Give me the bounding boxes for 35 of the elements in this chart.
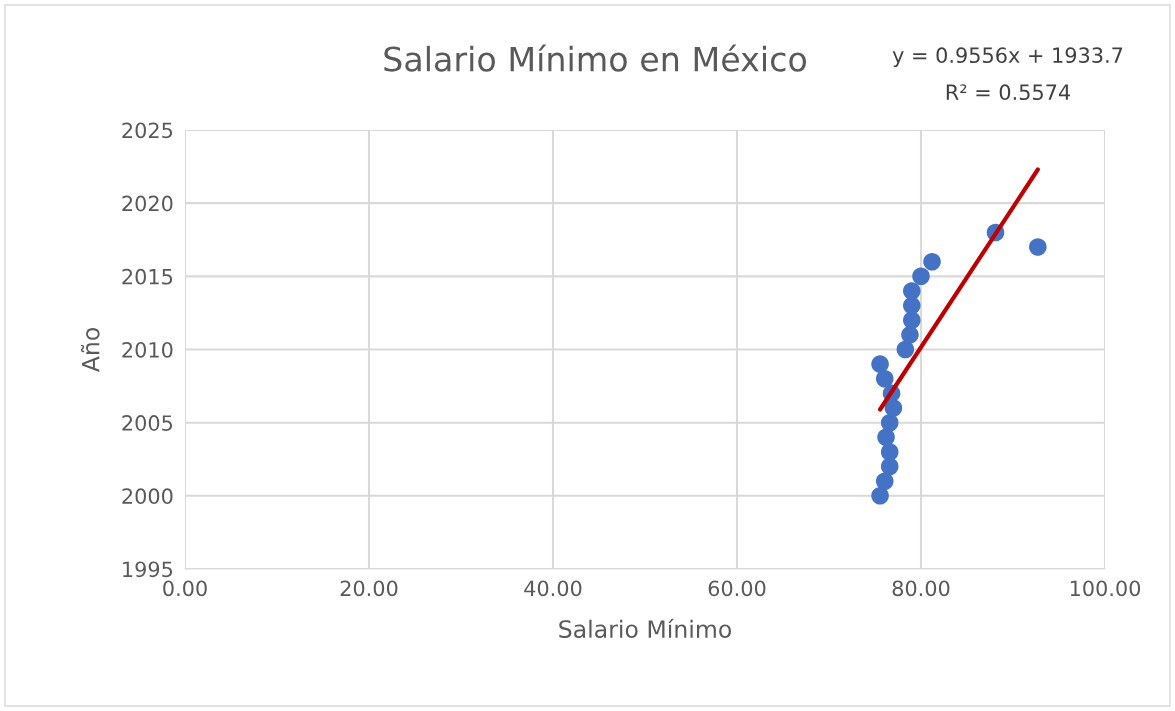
point [896,340,915,359]
point [912,267,930,286]
x-tick-label: 80.00 [892,580,950,597]
x-axis-title: Salario Mínimo [559,618,732,638]
point [884,399,903,417]
x-tick-label: 0.00 [163,580,207,597]
y-tick-label: 2025 [122,122,173,139]
y-tick-label: 1995 [123,561,173,578]
y-axis-title: Año [80,328,100,373]
point [903,311,921,330]
y-tick-label: 2005 [122,415,173,431]
x-tick-label: 100.00 [1070,580,1141,597]
point [875,369,894,388]
point [880,443,899,461]
x-tick-label: 40.00 [524,580,582,597]
point [880,413,899,432]
text: y = 0.9556x + 1933.7 [892,47,1123,68]
point [871,355,889,373]
point [903,296,921,315]
point [1029,238,1047,256]
point [901,326,919,344]
y-tick-label: 2000 [122,488,173,505]
y-tick-label: 2010 [122,341,173,358]
x-tick-label: 60.00 [708,580,766,597]
point [875,472,894,490]
text: R² = 0.5574 [946,84,1071,101]
point [871,487,889,505]
point [877,428,895,447]
y-tick-label: 2020 [122,195,173,212]
point [923,252,941,271]
y-tick-label: 2015 [122,268,173,285]
chart-title: Salario Mínimo en México [384,44,807,72]
x-tick-label: 20.00 [340,580,398,597]
point [880,457,899,476]
point [903,282,921,300]
